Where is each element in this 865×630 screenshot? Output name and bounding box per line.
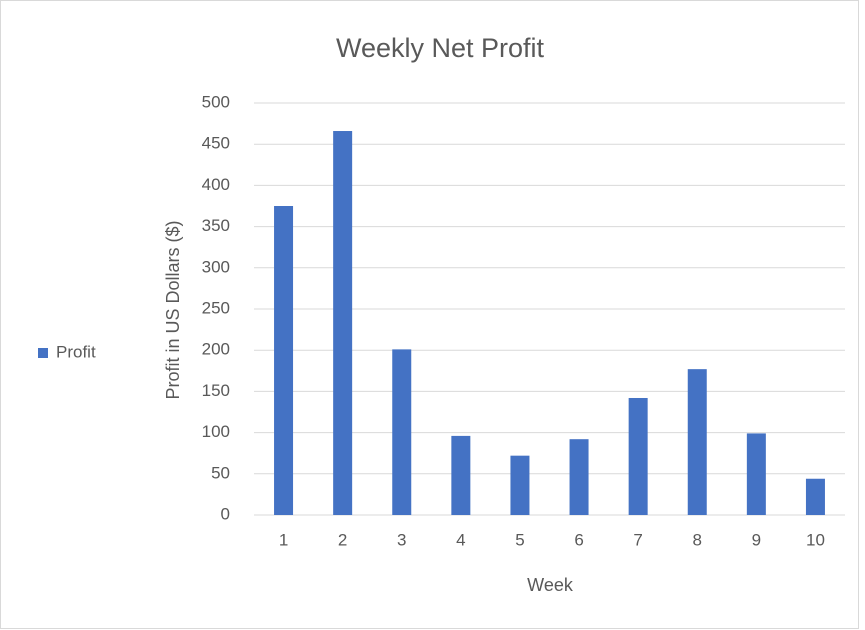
bar [746,433,766,515]
y-tick-label: 250 [202,298,230,317]
bar [510,455,530,515]
y-tick-label: 400 [202,175,230,194]
x-tick-label: 10 [806,530,825,549]
legend-label: Profit [56,342,96,361]
bar [274,206,294,515]
bar [805,478,825,515]
bar [392,349,412,515]
x-tick-label: 8 [693,530,702,549]
y-tick-label: 0 [221,504,230,523]
bar [628,397,648,515]
x-tick-label: 7 [633,530,642,549]
y-axis-label: Profit in US Dollars ($) [163,220,183,399]
y-tick-label: 200 [202,340,230,359]
x-axis-label: Week [527,575,574,595]
y-tick-label: 50 [211,463,230,482]
y-tick-label: 100 [202,422,230,441]
x-tick-label: 4 [456,530,465,549]
bar [569,439,589,515]
chart-title: Weekly Net Profit [336,33,545,63]
x-tick-label: 3 [397,530,406,549]
bar [451,435,471,515]
x-tick-label: 9 [752,530,761,549]
y-tick-label: 450 [202,134,230,153]
y-tick-label: 350 [202,216,230,235]
x-tick-label: 5 [515,530,524,549]
x-tick-label: 6 [574,530,583,549]
y-tick-label: 150 [202,381,230,400]
y-tick-label: 300 [202,257,230,276]
bar [333,131,353,516]
x-tick-label: 2 [338,530,347,549]
legend-swatch [38,348,48,358]
y-tick-label: 500 [202,92,230,111]
bar [687,369,707,515]
x-tick-label: 1 [279,530,288,549]
